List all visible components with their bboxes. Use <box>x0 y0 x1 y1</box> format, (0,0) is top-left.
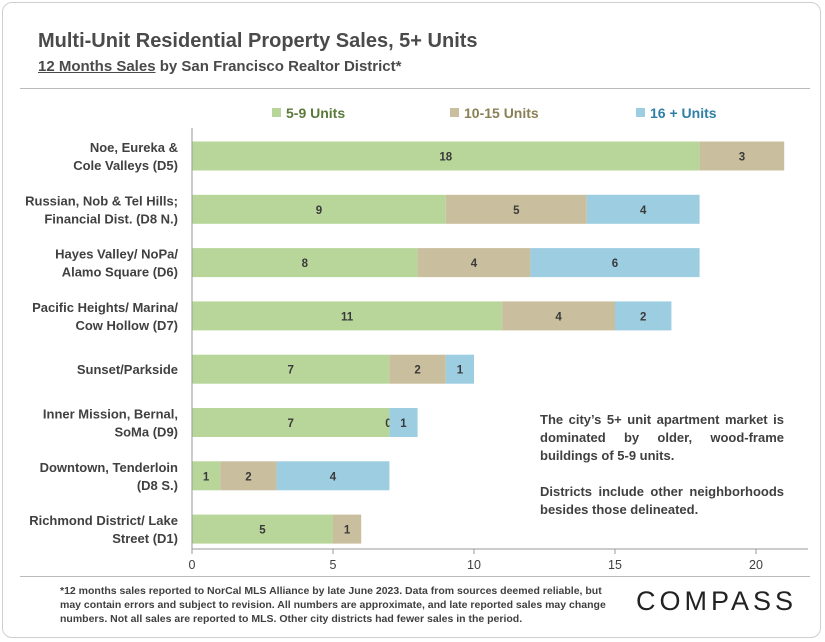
category-label: Sunset/Parkside <box>77 362 178 377</box>
chart-title: Multi-Unit Residential Property Sales, 5… <box>38 30 478 52</box>
data-label: 3 <box>739 152 745 164</box>
category-label: Hayes Valley/ NoPa/ <box>55 247 178 262</box>
header-divider <box>20 88 810 89</box>
data-label: 4 <box>471 258 478 270</box>
bar-segment <box>192 194 446 224</box>
data-label: 4 <box>330 471 337 483</box>
chart-subtitle: 12 Months Sales by San Francisco Realtor… <box>38 58 401 75</box>
data-label: 5 <box>259 525 266 537</box>
data-label: 11 <box>341 311 354 323</box>
bar-segment <box>192 141 700 171</box>
bar-segment <box>192 461 221 491</box>
data-label: 7 <box>287 418 293 430</box>
category-label: Inner Mission, Bernal, <box>43 407 178 422</box>
bar-segment <box>389 408 418 437</box>
category-label: Pacific Heights/ Marina/ <box>32 300 178 315</box>
bar-segment <box>276 461 390 491</box>
x-tick-label: 15 <box>608 558 622 572</box>
bar-segment <box>192 514 333 544</box>
bar-segment <box>445 194 587 224</box>
category-label: Financial Dist. (D8 N.) <box>44 211 178 226</box>
bar-segment <box>445 354 474 384</box>
footer-divider <box>20 576 810 577</box>
data-label: 1 <box>457 365 464 377</box>
data-label: 4 <box>640 205 647 217</box>
bar-segment <box>586 194 700 224</box>
footnote: *12 months sales reported to NorCal MLS … <box>60 585 606 625</box>
data-label: 0 <box>385 418 391 430</box>
category-label: Cow Hollow (D7) <box>75 318 178 333</box>
category-label: Alamo Square (D6) <box>62 265 178 280</box>
category-label: Noe, Eureka & <box>90 140 178 155</box>
data-label: 2 <box>245 471 251 483</box>
chart-annotation: The city’s 5+ unit apartment market is d… <box>540 411 784 537</box>
annotation-paragraph-1: The city’s 5+ unit apartment market is d… <box>540 412 784 463</box>
bar-segment <box>192 301 503 331</box>
bar-segment <box>389 354 446 384</box>
legend-swatch-1 <box>450 108 459 117</box>
legend-swatch-2 <box>636 108 645 117</box>
bar-segment <box>699 141 785 171</box>
annotation-paragraph-2: Districts include other neighborhoods be… <box>540 484 784 517</box>
legend-label-1: 10-15 Units <box>464 105 539 121</box>
category-label: Richmond District/ Lake <box>29 513 178 528</box>
bar-segment <box>220 461 277 491</box>
bar-segment <box>192 248 418 278</box>
subtitle-underlined: 12 Months Sales <box>38 58 156 75</box>
category-label: Russian, Nob & Tel Hills; <box>25 193 178 208</box>
bar-segment <box>192 408 390 437</box>
data-label: 1 <box>203 471 210 483</box>
bar-segment <box>333 514 362 544</box>
bar-segment <box>502 301 615 331</box>
legend-swatch-0 <box>272 108 281 117</box>
data-label: 4 <box>555 311 562 323</box>
x-tick-label: 0 <box>189 558 196 572</box>
data-label: 8 <box>302 258 309 270</box>
data-label: 9 <box>316 205 322 217</box>
category-label: Street (D1) <box>112 531 178 546</box>
category-label: Downtown, Tenderloin <box>40 460 178 475</box>
legend-label-2: 16 + Units <box>650 105 717 121</box>
legend-label-0: 5-9 Units <box>286 105 345 121</box>
category-label: SoMa (D9) <box>114 425 178 440</box>
data-label: 18 <box>439 152 452 164</box>
data-label: 2 <box>414 365 420 377</box>
x-tick-label: 20 <box>749 558 763 572</box>
data-label: 1 <box>344 525 351 537</box>
category-label: Cole Valleys (D5) <box>73 158 178 173</box>
data-label: 7 <box>287 365 293 377</box>
x-tick-label: 5 <box>330 558 337 572</box>
bar-segment <box>417 248 531 278</box>
data-label: 5 <box>513 205 520 217</box>
x-tick-label: 10 <box>467 558 481 572</box>
data-label: 2 <box>640 311 646 323</box>
compass-logo: COMPASS <box>636 586 798 616</box>
bar-segment <box>615 301 672 331</box>
bar-segment <box>192 354 390 384</box>
data-label: 6 <box>612 258 618 270</box>
category-label: (D8 S.) <box>137 478 178 493</box>
subtitle-rest: by San Francisco Realtor District* <box>155 58 402 75</box>
data-label: 1 <box>400 418 407 430</box>
bar-segment <box>530 248 700 278</box>
